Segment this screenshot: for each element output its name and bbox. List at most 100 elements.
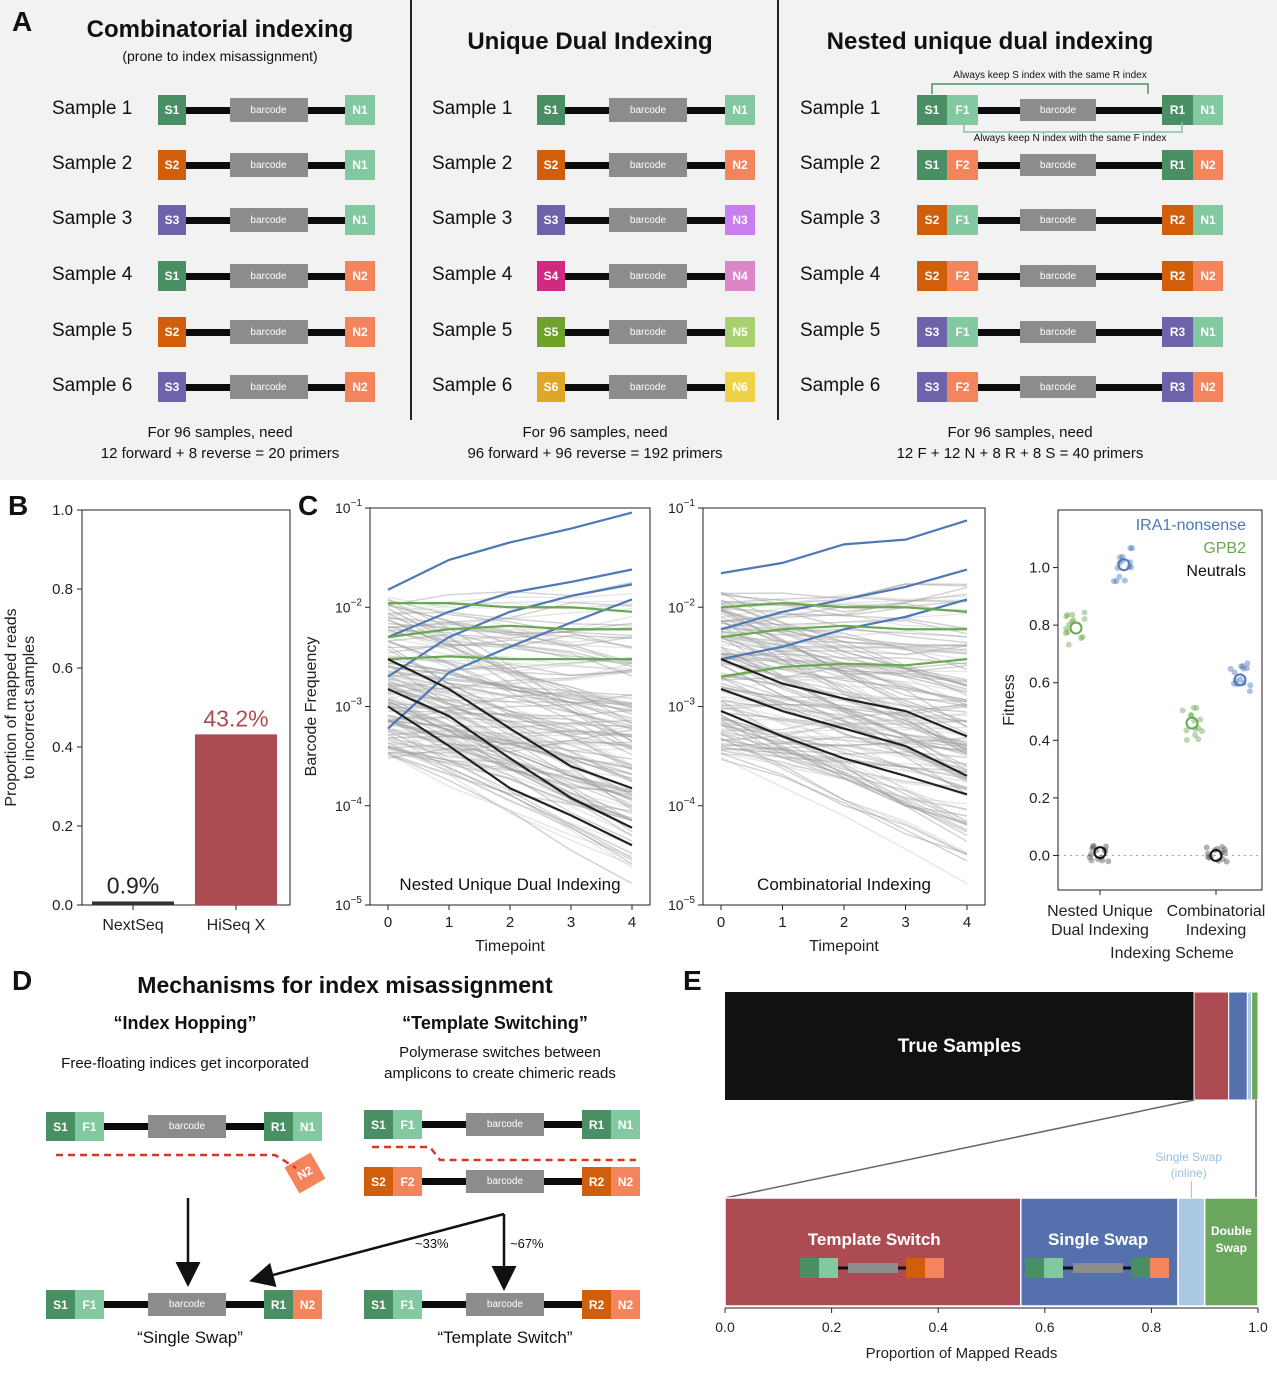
fitness-point bbox=[1247, 682, 1254, 689]
background-lineage-line bbox=[387, 612, 633, 749]
inline-swap-label-line2: (inline) bbox=[1171, 1166, 1207, 1180]
bottom-bar-segment bbox=[1177, 1197, 1206, 1307]
background-lineage-line bbox=[720, 591, 968, 696]
panel-b-ytick-label: 0.6 bbox=[52, 660, 73, 677]
background-lineage-line bbox=[387, 748, 633, 846]
ytick-base: 10 bbox=[668, 699, 684, 715]
mini-construct-icon bbox=[800, 1258, 944, 1278]
ytick-label: 10−5 bbox=[335, 895, 362, 913]
xtick-label: 3 bbox=[901, 914, 909, 931]
xtick-label: 1 bbox=[778, 914, 786, 931]
sample-label: Sample 2 bbox=[800, 153, 881, 174]
background-lineage-line bbox=[720, 620, 968, 750]
fitness-point bbox=[1090, 843, 1097, 850]
combinatorial-need-line2: 12 forward + 8 reverse = 20 primers bbox=[100, 445, 340, 462]
background-lineage-line bbox=[720, 711, 968, 746]
nested-need-line1: For 96 samples, need bbox=[947, 424, 1093, 441]
background-lineage-line bbox=[720, 630, 968, 647]
fitness-mean-marker bbox=[1233, 673, 1247, 687]
fitness-point bbox=[1063, 630, 1070, 637]
r-index-box: R2 bbox=[1162, 205, 1193, 235]
r-index-box: R1 bbox=[582, 1110, 611, 1139]
fitness-point bbox=[1238, 663, 1245, 670]
sample-label: Sample 1 bbox=[800, 98, 881, 119]
f-index-box: F1 bbox=[393, 1110, 422, 1139]
background-lineage-line bbox=[720, 607, 968, 629]
sample-label: Sample 4 bbox=[800, 264, 881, 285]
barcode-block: barcode bbox=[1020, 321, 1096, 343]
s-index-box: S1 bbox=[46, 1112, 75, 1141]
background-lineage-line bbox=[720, 745, 968, 818]
background-lineage-line bbox=[387, 655, 633, 670]
background-lineage-line bbox=[720, 626, 968, 752]
background-lineage-line bbox=[720, 758, 968, 855]
right-index-box: N1 bbox=[345, 150, 375, 180]
fitness-point bbox=[1183, 737, 1190, 744]
ytick-base: 10 bbox=[668, 500, 684, 516]
background-lineage-line bbox=[720, 669, 968, 690]
background-lineage-line bbox=[720, 724, 968, 766]
background-lineage-line bbox=[720, 603, 968, 686]
background-lineage-line bbox=[720, 702, 968, 822]
n-index-box: N2 bbox=[611, 1290, 640, 1319]
fitness-point bbox=[1221, 849, 1228, 856]
true-samples-label: True Samples bbox=[898, 1036, 1022, 1057]
panel-d-arrows bbox=[56, 1145, 636, 1291]
right-index-box: N2 bbox=[345, 261, 375, 291]
r-index-box: R2 bbox=[582, 1167, 611, 1196]
fitness-xtick-label-line2: Dual Indexing bbox=[1051, 922, 1149, 939]
panel-a-divider-1 bbox=[410, 0, 412, 420]
fitness-point bbox=[1244, 665, 1251, 672]
background-lineage-line bbox=[387, 603, 633, 677]
panel-e-label: E bbox=[683, 965, 702, 996]
background-lineage-line bbox=[720, 722, 968, 826]
pct-33-label: ~33% bbox=[415, 1236, 449, 1251]
background-lineage-line bbox=[720, 739, 968, 789]
n-index-box: N2 bbox=[611, 1167, 640, 1196]
background-lineage-line bbox=[720, 717, 968, 791]
double-swap-label-line1: Double bbox=[1211, 1224, 1252, 1238]
combinatorial-subtitle: (prone to index misassignment) bbox=[122, 48, 318, 64]
plot-annotation: Combinatorial Indexing bbox=[757, 875, 931, 894]
background-lineage-line bbox=[387, 746, 633, 865]
background-lineage-line bbox=[387, 622, 633, 648]
top-bar-segment bbox=[725, 992, 1195, 1100]
f-index-box: F1 bbox=[393, 1290, 422, 1319]
background-lineage-line bbox=[387, 693, 633, 722]
fitness-point bbox=[1188, 711, 1195, 718]
s-index-box: S3 bbox=[917, 372, 947, 402]
series-line bbox=[387, 624, 632, 639]
bottom-bar-segment bbox=[1020, 1197, 1179, 1307]
background-lineage-line bbox=[720, 652, 968, 702]
background-lineage-line bbox=[387, 703, 633, 837]
fitness-point bbox=[1116, 573, 1123, 580]
background-lineage-line bbox=[720, 621, 968, 687]
inline-swap-label-line1: Single Swap bbox=[1155, 1150, 1222, 1164]
background-lineage-line bbox=[720, 593, 968, 631]
background-lineage-line bbox=[387, 746, 633, 812]
panel-b-bar bbox=[195, 734, 277, 905]
background-lineage-line bbox=[720, 640, 968, 747]
template-switching-desc-line2: amplicons to create chimeric reads bbox=[384, 1065, 616, 1082]
series-line bbox=[387, 655, 632, 661]
sample-label: Sample 3 bbox=[800, 208, 881, 229]
background-lineage-line bbox=[720, 700, 968, 843]
fitness-mean-marker bbox=[1117, 558, 1131, 572]
background-lineage-line bbox=[720, 696, 968, 736]
ytick-base: 10 bbox=[335, 897, 351, 913]
xtick-label: 3 bbox=[567, 914, 575, 931]
background-lineage-line bbox=[387, 716, 633, 724]
background-lineage-line bbox=[387, 739, 633, 759]
panel-e-xlabel: Proportion of Mapped Reads bbox=[866, 1345, 1058, 1362]
ytick-exponent: −3 bbox=[351, 697, 363, 708]
barcode-block: barcode bbox=[1020, 209, 1096, 231]
background-lineage-line bbox=[720, 607, 968, 644]
ytick-base: 10 bbox=[668, 897, 684, 913]
background-lineage-line bbox=[387, 637, 633, 706]
fitness-point bbox=[1089, 845, 1096, 852]
fitness-point bbox=[1081, 609, 1088, 616]
panel-b-xtick-label: HiSeq X bbox=[207, 917, 266, 934]
panel-b-ytick-label: 0.2 bbox=[52, 818, 73, 835]
left-index-box: S1 bbox=[537, 95, 565, 125]
xtick-label: 1 bbox=[445, 914, 453, 931]
